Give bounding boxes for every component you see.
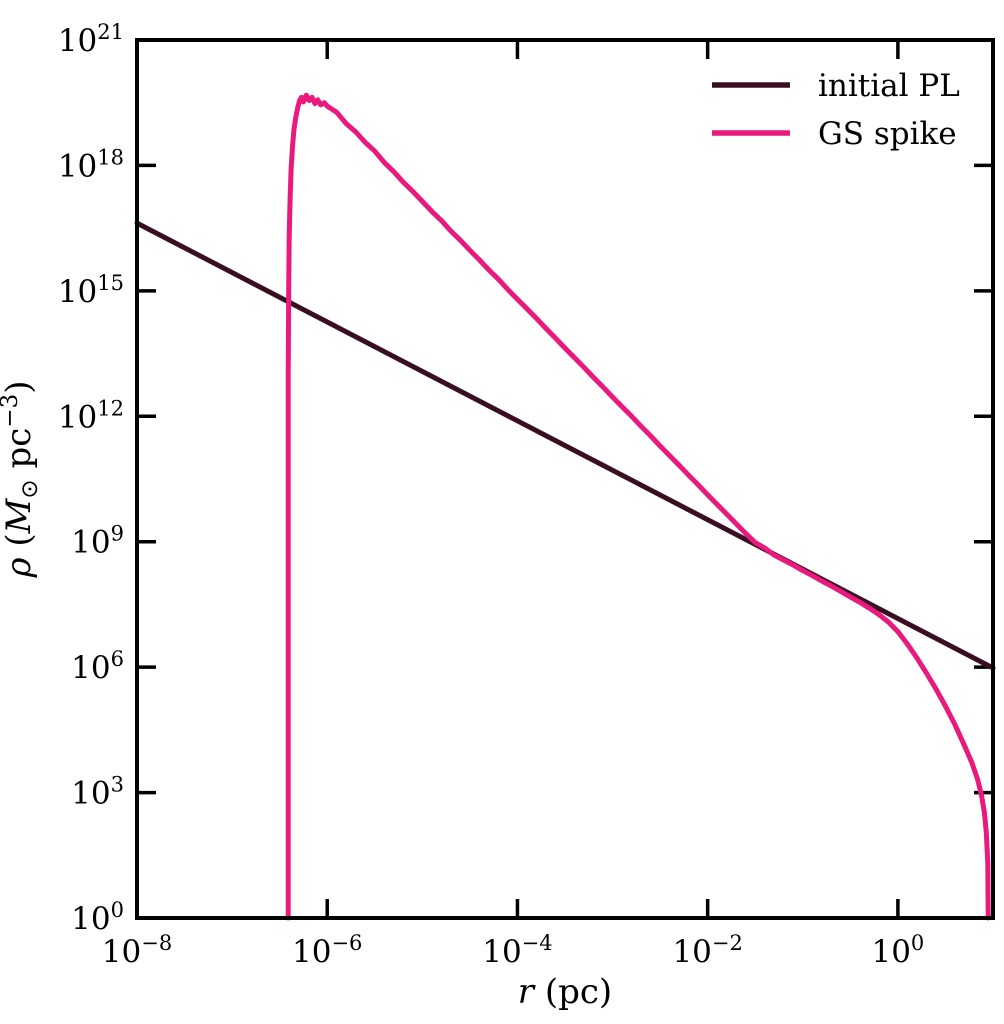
y-tick-label: 100 [71, 898, 124, 937]
y-tick-label: 1015 [58, 271, 124, 310]
x-tick-label: 10−4 [482, 931, 552, 970]
y-tick-label: 1012 [58, 396, 124, 435]
y-tick-label: 1018 [58, 145, 124, 184]
x-tick-label: 10−6 [292, 931, 362, 970]
legend-label-initial-pl: initial PL [818, 68, 960, 104]
axes-frame [135, 38, 995, 920]
y-tick-label: 109 [71, 522, 124, 561]
series-initial-pl-line [134, 220, 996, 671]
y-axis-label: ρ (M⊙ pc−3) [0, 381, 43, 579]
x-tick-label: 10−8 [102, 931, 172, 970]
series-gs-spike-line [285, 92, 991, 921]
legend-label-gs-spike: GS spike [818, 116, 957, 152]
x-tick-label: 10−2 [672, 931, 742, 970]
x-axis-label: r (pc) [518, 972, 612, 1012]
y-tick-label: 1021 [58, 20, 124, 59]
x-tick-label: 100 [871, 931, 924, 970]
y-tick-label: 106 [71, 647, 124, 686]
y-tick-label: 103 [71, 773, 124, 812]
